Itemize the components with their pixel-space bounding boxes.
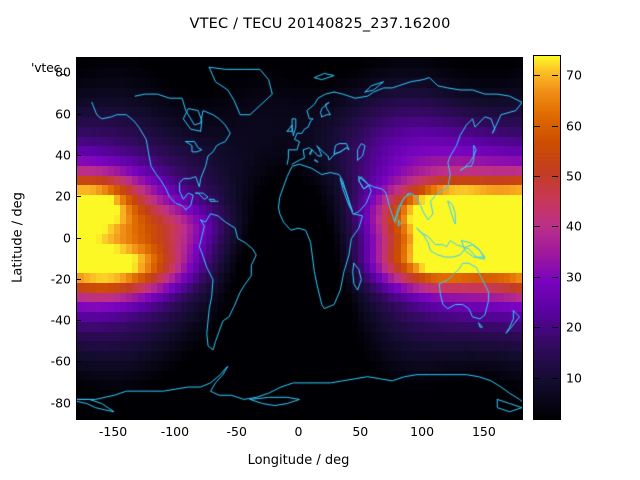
colorbar-tick-mark-right [552,226,558,228]
x-tick-mark [483,413,485,418]
x-tick-label: -100 [160,424,190,439]
y-axis-ticks: 80 60 40 20 0 -20 -40 -60 -80 [0,0,71,480]
colorbar-gradient-canvas [534,56,560,419]
y-tick-label: -60 [50,353,71,369]
x-tick-label: 150 [471,424,496,439]
colorbar-tick-mark-right [552,176,558,177]
y-tick-label: -40 [50,312,71,328]
colorbar-tick-mark-right [552,327,558,329]
page-title: VTEC / TECU 20140825_237.16200 [189,16,451,32]
x-tick-label: -150 [98,424,128,439]
y-tick-mark [76,402,81,404]
x-tick-mark [113,413,115,418]
colorbar-tick-mark-right [552,125,558,127]
colorbar-tick-label: 30 [566,269,582,285]
x-axis-label: Longitude / deg [247,453,350,468]
x-tick-label: -50 [226,424,247,439]
x-tick-mark [298,413,300,418]
x-tick-mark [360,413,362,418]
y-tick-label: 20 [55,188,71,204]
vtec-overlap-artifact-label: 'vtec_ [31,60,67,75]
y-tick-label: 60 [55,106,71,122]
x-tick-label: 0 [294,424,303,439]
x-tick-mark [236,413,238,418]
coastline-overlay-canvas [77,58,522,419]
colorbar-tick-mark-right [552,276,558,278]
vtec-map-plot[interactable] [76,57,523,420]
y-tick-mark [76,113,81,115]
colorbar-tick-mark-right [552,377,558,379]
colorbar[interactable] [533,55,561,420]
colorbar-tick-label: 20 [566,319,582,335]
y-tick-label: -80 [50,395,71,411]
y-tick-mark [76,237,81,239]
y-tick-mark [76,361,81,363]
colorbar-tick-mark-left [534,276,540,278]
y-tick-mark [76,154,81,156]
x-tick-mark [422,413,424,418]
x-tick-label: 100 [410,424,435,439]
y-tick-mark [76,72,81,74]
colorbar-tick-mark-left [534,327,540,329]
y-tick-label: 80 [55,64,71,80]
colorbar-tick-mark-left [534,125,540,127]
colorbar-tick-mark-left [534,377,540,379]
y-tick-mark [76,320,81,321]
y-tick-label: -20 [50,271,71,287]
x-tick-mark [174,413,176,418]
colorbar-tick-label: 70 [566,67,582,83]
y-axis-label: Latitude / deg [10,192,26,283]
colorbar-tick-label: 60 [566,118,582,134]
colorbar-tick-mark-left [534,176,540,177]
y-tick-mark [76,196,81,198]
colorbar-tick-mark-right [552,75,558,77]
y-tick-label: 0 [63,230,71,245]
x-tick-label: 50 [352,424,369,439]
colorbar-tick-mark-left [534,75,540,77]
y-tick-mark [76,278,81,280]
y-tick-label: 40 [55,147,71,163]
colorbar-tick-label: 50 [566,168,582,184]
colorbar-tick-label: 40 [566,218,582,234]
colorbar-tick-label: 10 [566,370,582,386]
colorbar-tick-mark-left [534,226,540,228]
